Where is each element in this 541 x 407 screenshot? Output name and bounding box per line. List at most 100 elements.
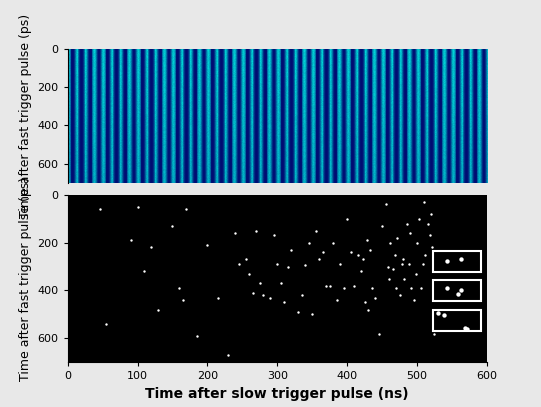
Point xyxy=(305,239,313,246)
Point xyxy=(418,261,427,267)
Point xyxy=(397,261,406,267)
Point xyxy=(365,247,374,253)
Point xyxy=(362,237,371,243)
Point xyxy=(294,309,302,315)
Point xyxy=(393,234,402,241)
Point xyxy=(336,261,345,267)
Point xyxy=(266,294,275,301)
Y-axis label: Time after fast trigger pulse (ps): Time after fast trigger pulse (ps) xyxy=(19,177,32,381)
Point xyxy=(404,261,413,267)
Point xyxy=(329,239,338,246)
Bar xyxy=(433,280,480,302)
Point xyxy=(315,256,324,263)
Point xyxy=(245,271,254,277)
Y-axis label: Time after fast trigger pulse (ps): Time after fast trigger pulse (ps) xyxy=(19,14,32,218)
Point xyxy=(384,263,392,270)
Point xyxy=(231,230,240,236)
Point xyxy=(381,201,390,208)
Point xyxy=(374,330,383,337)
Point xyxy=(434,310,443,317)
Point xyxy=(367,285,376,291)
Point xyxy=(416,285,425,291)
Point xyxy=(280,299,288,306)
Point xyxy=(453,291,462,298)
Bar xyxy=(433,310,480,330)
Point xyxy=(364,306,372,313)
Point xyxy=(126,237,135,243)
Point xyxy=(358,256,367,263)
Point xyxy=(339,285,348,291)
Point xyxy=(371,294,379,301)
Point xyxy=(96,206,105,212)
Point xyxy=(102,321,110,327)
Point xyxy=(175,285,184,291)
Point xyxy=(353,252,362,258)
Point xyxy=(182,206,191,212)
Point xyxy=(443,257,451,264)
Point xyxy=(140,268,149,275)
Point xyxy=(430,330,439,337)
Point xyxy=(406,230,414,236)
Point xyxy=(357,268,366,275)
Point xyxy=(224,352,233,358)
Point xyxy=(439,312,448,318)
Point xyxy=(388,266,397,272)
Point xyxy=(147,244,156,251)
Point xyxy=(457,256,465,263)
Point xyxy=(234,261,243,267)
Point xyxy=(259,292,268,298)
Point xyxy=(395,292,404,298)
Point xyxy=(460,324,469,331)
Point xyxy=(203,242,212,248)
Point xyxy=(425,232,434,239)
Point xyxy=(409,297,418,303)
Bar xyxy=(433,251,480,272)
Point xyxy=(154,306,163,313)
Point xyxy=(269,232,278,239)
Point xyxy=(298,292,306,298)
Point xyxy=(421,252,430,258)
Point xyxy=(168,223,177,229)
Point xyxy=(378,223,386,229)
Point xyxy=(360,299,369,306)
Point xyxy=(463,326,472,333)
Point xyxy=(301,262,309,269)
Point xyxy=(276,280,285,287)
Point xyxy=(193,333,201,339)
Point xyxy=(392,285,400,291)
Point xyxy=(350,282,359,289)
Point xyxy=(241,256,250,263)
Point xyxy=(415,215,424,222)
Point xyxy=(325,282,334,289)
Point xyxy=(427,211,436,217)
Point xyxy=(391,252,399,258)
Point xyxy=(428,244,437,251)
Point xyxy=(400,275,409,282)
Point xyxy=(346,249,355,256)
Point xyxy=(402,220,411,227)
Point xyxy=(413,239,421,246)
Point xyxy=(443,285,451,291)
Point xyxy=(308,311,316,317)
Point xyxy=(273,261,282,267)
Point xyxy=(420,199,428,205)
Point xyxy=(252,228,261,234)
Point xyxy=(283,263,292,270)
Point xyxy=(411,271,420,277)
Point xyxy=(332,297,341,303)
Point xyxy=(407,285,416,291)
Point xyxy=(133,204,142,210)
Point xyxy=(179,297,187,303)
X-axis label: Time after slow trigger pulse (ns): Time after slow trigger pulse (ns) xyxy=(146,387,409,401)
Point xyxy=(423,220,432,227)
Point xyxy=(248,290,257,296)
Point xyxy=(287,247,295,253)
Point xyxy=(255,280,264,287)
Point xyxy=(312,228,320,234)
Point xyxy=(343,215,352,222)
Point xyxy=(386,239,395,246)
Point xyxy=(214,294,222,301)
Point xyxy=(322,282,331,289)
Point xyxy=(399,256,407,263)
Point xyxy=(318,249,327,256)
